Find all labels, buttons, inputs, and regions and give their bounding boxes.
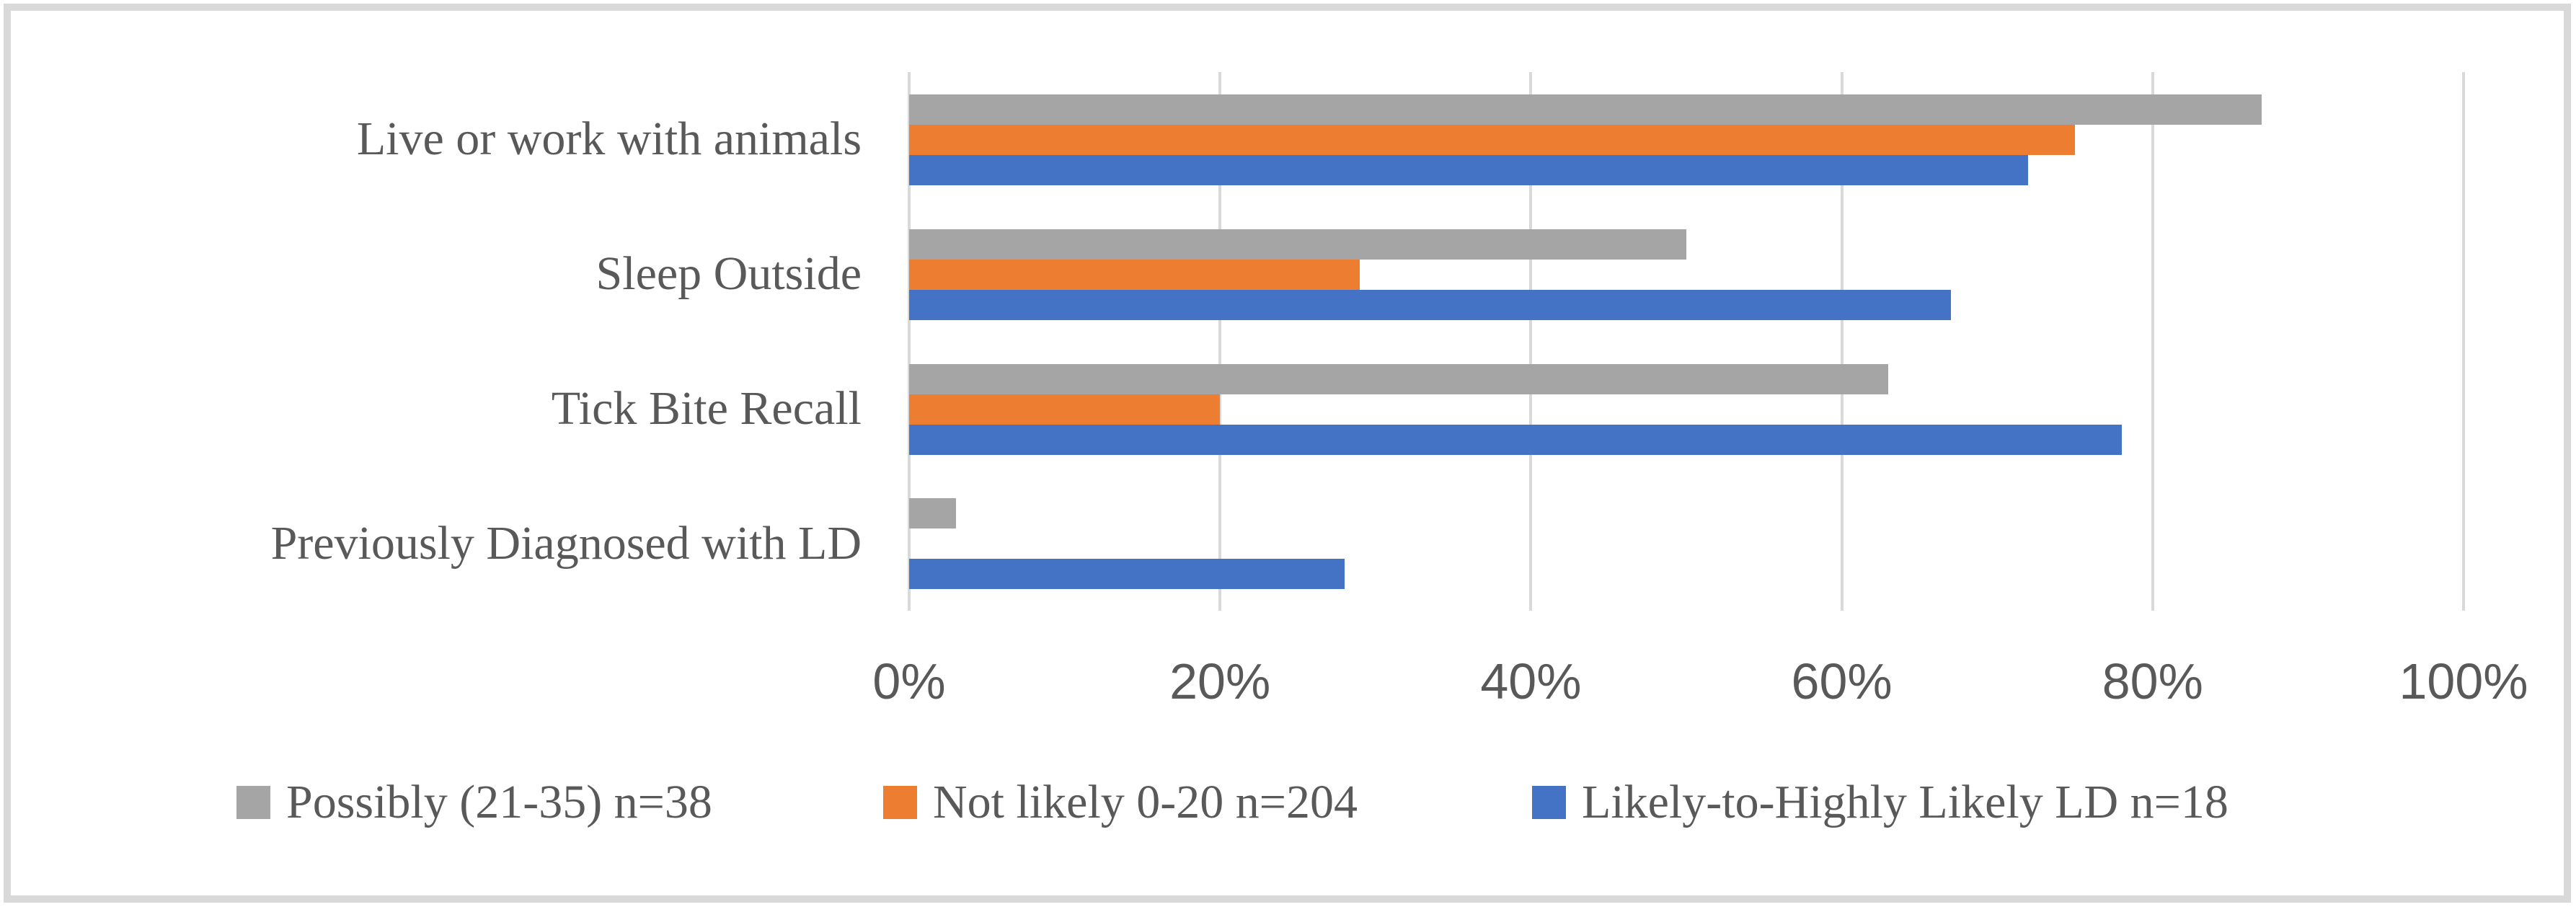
gridline bbox=[908, 72, 911, 611]
x-tick-label: 40% bbox=[1480, 653, 1582, 709]
legend-label: Possibly (21-35) n=38 bbox=[286, 776, 712, 828]
x-tick-label: 80% bbox=[2102, 653, 2203, 709]
legend-label: Not likely 0-20 n=204 bbox=[933, 776, 1358, 828]
x-tick-label: 0% bbox=[872, 653, 946, 709]
legend-item: Not likely 0-20 n=204 bbox=[883, 776, 1358, 828]
plot-area bbox=[908, 72, 2465, 611]
x-tick-label: 60% bbox=[1791, 653, 1893, 709]
legend-swatch-icon bbox=[883, 786, 917, 819]
legend-label: Likely-to-Highly Likely LD n=18 bbox=[1582, 776, 2228, 828]
bar bbox=[909, 498, 956, 529]
bar bbox=[909, 424, 2122, 455]
bar bbox=[909, 559, 1345, 590]
bar bbox=[909, 229, 1686, 260]
category-label: Previously Diagnosed with LD bbox=[270, 516, 862, 570]
x-tick-label: 20% bbox=[1169, 653, 1271, 709]
category-label: Tick Bite Recall bbox=[551, 381, 862, 435]
category-label: Sleep Outside bbox=[596, 247, 862, 301]
gridline bbox=[2151, 72, 2154, 611]
bar bbox=[909, 155, 2029, 185]
legend-swatch-icon bbox=[1532, 786, 1566, 819]
bar bbox=[909, 394, 1221, 425]
gridline bbox=[1840, 72, 1844, 611]
bar bbox=[909, 363, 1889, 394]
x-tick-label: 100% bbox=[2399, 653, 2528, 709]
bar-group bbox=[909, 207, 2464, 342]
legend-swatch-icon bbox=[236, 786, 270, 819]
bar bbox=[909, 259, 1360, 290]
bar-group bbox=[909, 476, 2464, 611]
legend-item: Possibly (21-35) n=38 bbox=[236, 776, 712, 828]
bar-group bbox=[909, 342, 2464, 477]
bar bbox=[909, 289, 1951, 320]
gridline bbox=[2462, 72, 2465, 611]
gridline bbox=[1529, 72, 1533, 611]
bar bbox=[909, 94, 2262, 125]
bar-group bbox=[909, 72, 2464, 207]
category-label: Live or work with animals bbox=[356, 112, 862, 166]
legend-item: Likely-to-Highly Likely LD n=18 bbox=[1532, 776, 2228, 828]
gridline bbox=[1218, 72, 1222, 611]
bar bbox=[909, 125, 2075, 155]
